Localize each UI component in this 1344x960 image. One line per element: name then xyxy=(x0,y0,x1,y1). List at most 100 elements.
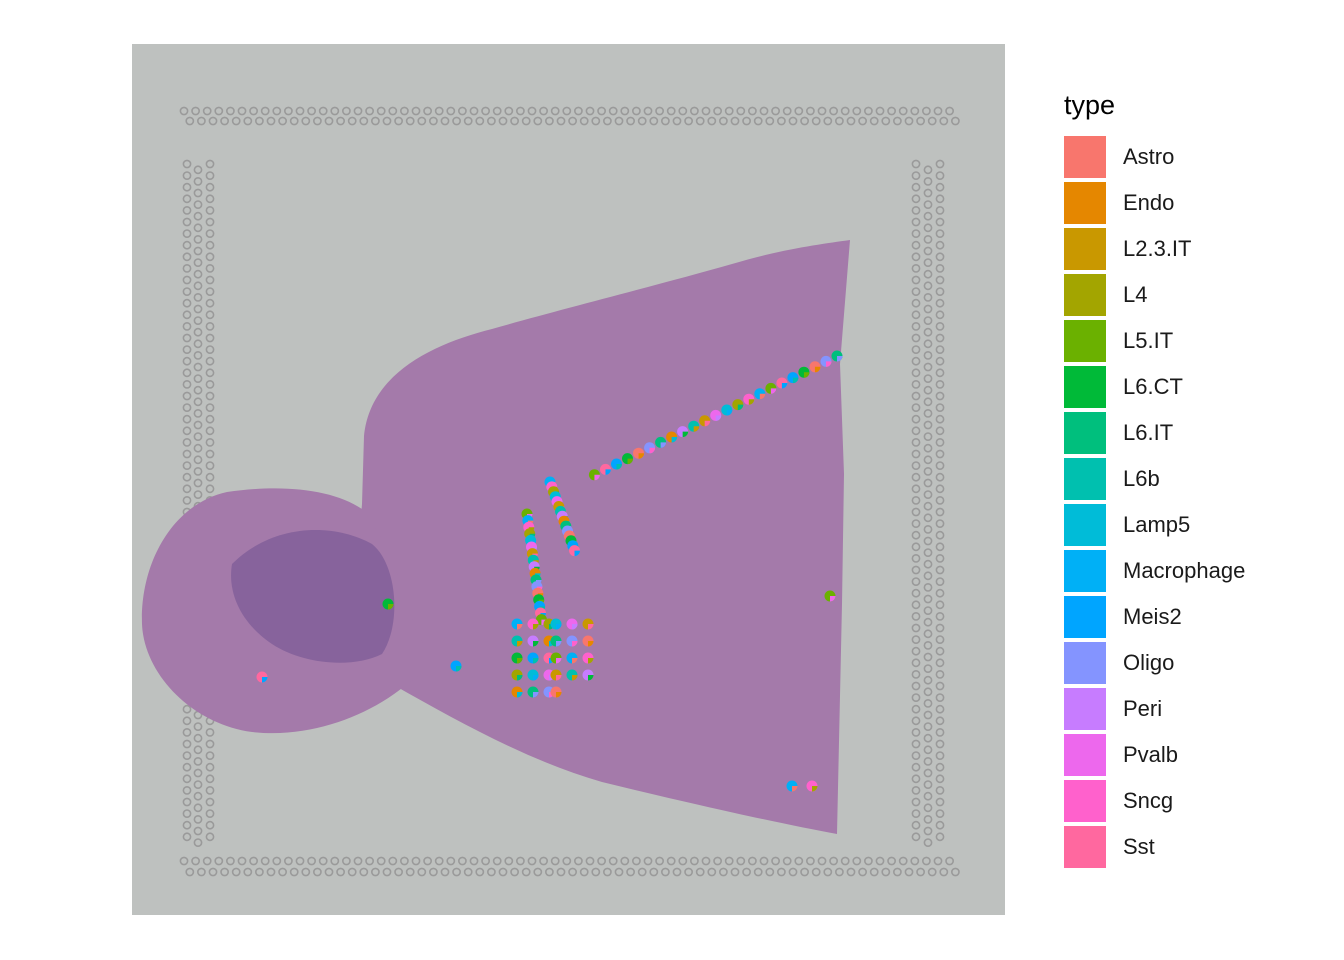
fiducial-dot xyxy=(935,728,945,737)
fiducial-dot xyxy=(266,116,276,126)
fiducial-dot xyxy=(182,171,192,180)
fiducial-dot xyxy=(515,856,525,866)
fiducial-dot xyxy=(923,385,933,395)
fiducial-dot xyxy=(182,461,192,470)
fiducial-dot xyxy=(911,820,921,830)
fiducial-dot xyxy=(649,116,659,126)
fiducial-dot xyxy=(935,542,945,552)
fiducial-dot xyxy=(182,484,192,494)
fiducial-dot xyxy=(597,106,606,116)
fiducial-dot xyxy=(278,867,287,877)
fiducial-dot xyxy=(875,856,885,866)
fiducial-dot xyxy=(193,826,203,836)
fiducial-dot xyxy=(457,106,467,116)
fiducial-dot xyxy=(191,106,200,116)
fiducial-dot xyxy=(724,856,734,866)
fiducial-dot xyxy=(911,263,921,273)
fiducial-dot xyxy=(182,298,192,308)
fiducial-dot xyxy=(935,554,945,563)
fiducial-dot xyxy=(208,116,218,126)
fiducial-dot xyxy=(182,797,192,807)
fiducial-dot xyxy=(205,287,215,296)
fiducial-dot xyxy=(226,106,235,116)
fiducial-dot xyxy=(911,368,921,378)
fiducial-dot xyxy=(823,116,833,126)
legend-key-swatch xyxy=(1064,596,1106,638)
fiducial-dot xyxy=(182,472,192,482)
fiducial-dot xyxy=(289,116,299,126)
fiducial-dot xyxy=(498,867,508,877)
fiducial-dot xyxy=(800,867,809,877)
fiducial-dot xyxy=(504,106,514,116)
fiducial-dot xyxy=(486,116,496,126)
fiducial-dot xyxy=(935,194,945,204)
fiducial-dot xyxy=(417,116,427,126)
fiducial-dot xyxy=(312,116,322,126)
fiducial-dot xyxy=(550,856,560,866)
legend-key-swatch xyxy=(1064,458,1106,500)
fiducial-dot xyxy=(923,606,933,615)
fiducial-dot xyxy=(370,116,380,126)
fiducial-dot xyxy=(935,774,945,784)
fiducial-dot xyxy=(193,722,203,731)
fiducial-dot xyxy=(933,106,943,116)
cell-spot-slice xyxy=(517,658,523,664)
legend-label: L6.IT xyxy=(1123,420,1174,445)
fiducial-dot xyxy=(492,856,502,866)
fiducial-dot xyxy=(911,635,921,644)
legend-item: Macrophage xyxy=(1064,548,1334,594)
fiducial-dot xyxy=(205,472,215,482)
fiducial-dot xyxy=(788,116,798,126)
cell-spot-slice xyxy=(588,624,594,630)
fiducial-dot xyxy=(237,106,247,116)
fiducial-dot xyxy=(182,194,192,204)
fiducial-dot xyxy=(205,797,215,807)
cell-spot-slice xyxy=(556,641,562,647)
fiducial-dot xyxy=(193,803,203,813)
fiducial-dot xyxy=(643,106,653,116)
fiducial-dot xyxy=(794,106,804,116)
fiducial-dot xyxy=(911,693,921,702)
legend-key-swatch xyxy=(1064,136,1106,178)
cell-spot-slice xyxy=(792,377,799,384)
fiducial-dot xyxy=(911,762,921,772)
fiducial-dot xyxy=(935,275,945,285)
fiducial-dot xyxy=(911,217,921,227)
fiducial-dot xyxy=(858,867,867,877)
fiducial-dot xyxy=(440,867,450,877)
cell-spot-slice xyxy=(517,692,523,698)
fiducial-dot xyxy=(405,867,415,877)
fiducial-dot xyxy=(185,867,195,877)
fiducial-dot xyxy=(463,116,473,126)
fiducial-dot xyxy=(935,530,945,540)
fiducial-dot xyxy=(935,495,945,505)
fiducial-dot xyxy=(935,368,945,378)
cell-spot-slice xyxy=(605,469,611,475)
fiducial-dot xyxy=(911,809,921,818)
fiducial-dot xyxy=(330,106,340,116)
fiducial-dot xyxy=(935,797,945,807)
legend-item: L6.IT xyxy=(1064,410,1334,456)
fiducial-dot xyxy=(193,304,203,314)
fiducial-dot xyxy=(469,856,479,866)
fiducial-dot xyxy=(935,379,945,389)
cell-spot-slice xyxy=(588,641,594,647)
fiducial-dot xyxy=(951,867,960,877)
fiducial-dot xyxy=(193,188,203,198)
fiducial-dot xyxy=(724,106,734,116)
fiducial-dot xyxy=(923,350,933,360)
fiducial-dot xyxy=(272,856,282,866)
fiducial-dot xyxy=(336,116,345,126)
fiducial-dot xyxy=(911,495,921,505)
fiducial-dot xyxy=(614,867,624,877)
fiducial-dot xyxy=(935,159,945,169)
cell-spot-slice xyxy=(456,666,462,672)
fiducial-dot xyxy=(707,867,717,877)
fiducial-dot xyxy=(539,106,548,116)
fiducial-dot xyxy=(911,345,921,354)
legend-label: Lamp5 xyxy=(1123,512,1191,537)
fiducial-dot xyxy=(935,681,945,691)
fiducial-dot xyxy=(205,356,215,366)
fiducial-dot xyxy=(655,106,664,116)
fiducial-dot xyxy=(923,722,933,731)
